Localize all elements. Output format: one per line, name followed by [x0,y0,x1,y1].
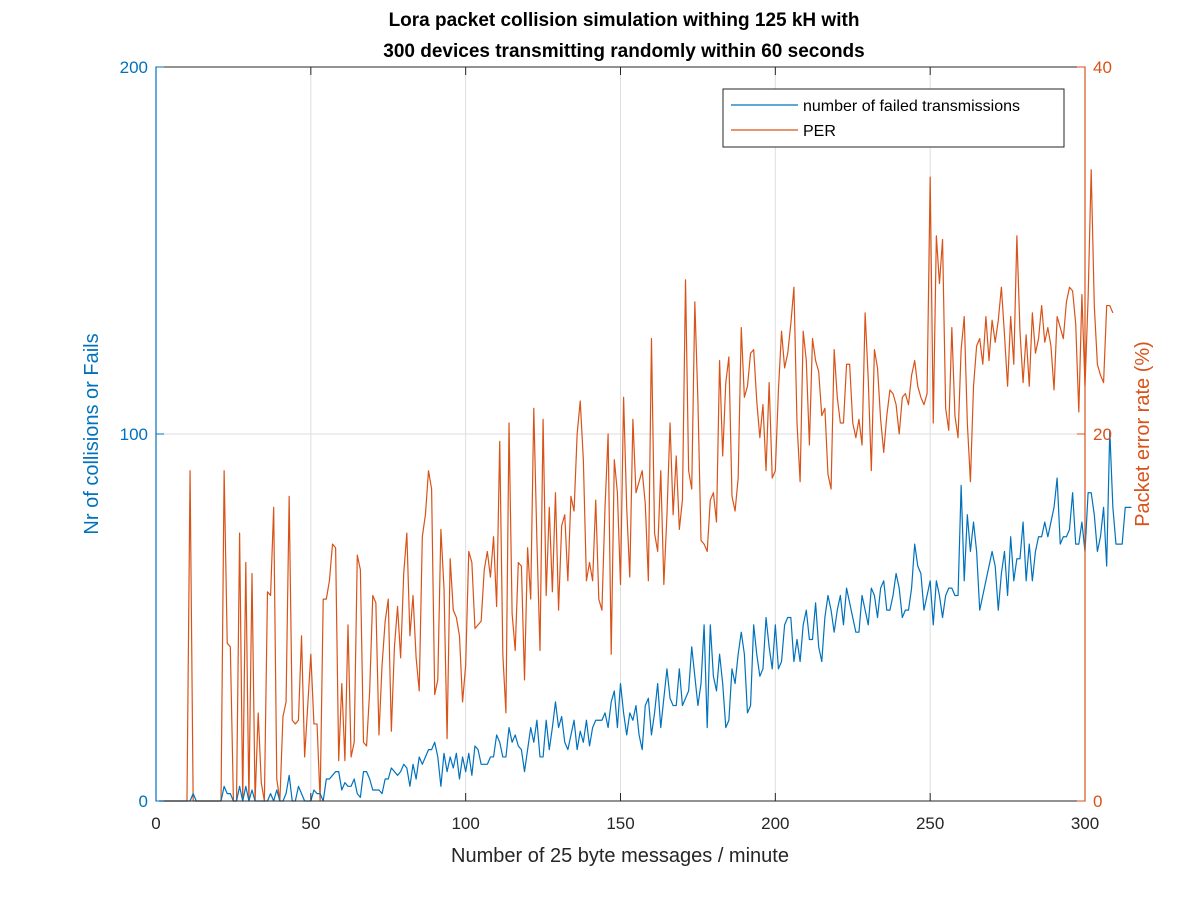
y-right-tick-label: 40 [1093,58,1112,77]
y-right-tick-label: 20 [1093,425,1112,444]
y-left-tick-label: 200 [120,58,148,77]
x-tick-label: 50 [301,814,320,833]
chart-title-line-2: 300 devices transmitting randomly within… [383,41,865,62]
y-axis-right-label: Packet error rate (%) [1132,341,1154,527]
legend-label-failed-transmissions: number of failed transmissions [803,98,1020,115]
x-tick-label: 150 [606,814,634,833]
legend: number of failed transmissions PER [722,88,1065,148]
chart-title-line-1: Lora packet collision simulation withing… [389,10,860,31]
series-line-per [159,169,1114,802]
y-axis-left-label: Nr of collisions or Fails [81,333,103,534]
x-tick-label: 0 [151,814,160,833]
x-tick-label: 100 [451,814,479,833]
legend-label-per: PER [803,123,836,140]
x-tick-label: 300 [1071,814,1099,833]
x-tick-label: 200 [761,814,789,833]
series-line-failed-transmissions [159,429,1132,802]
series-layer [159,169,1132,802]
x-tick-label: 250 [916,814,944,833]
legend-box [722,88,1065,148]
y-left-tick-label: 0 [139,792,148,811]
axis-ticks: 0 50 100 150 200 250 300 0 100 200 0 20 40 [120,58,1112,833]
y-right-tick-label: 0 [1093,792,1102,811]
y-left-tick-label: 100 [120,425,148,444]
x-axis-label: Number of 25 byte messages / minute [451,845,789,867]
